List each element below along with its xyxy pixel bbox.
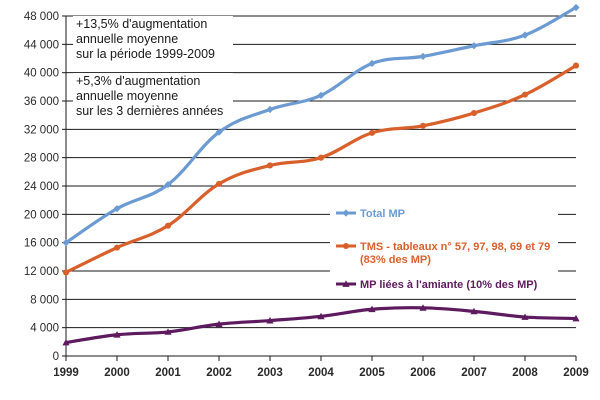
data-point [266,316,274,324]
data-point [368,59,376,68]
data-point [419,52,427,60]
legend-item-1: Total MP [336,208,405,220]
annotation-background [73,16,233,63]
data-point [62,239,70,247]
y-tick-label: 0 [53,351,59,363]
x-tick-label: 2009 [563,367,589,379]
x-tick-label: 2008 [512,367,538,379]
y-tick-label: 8 000 [30,294,59,306]
y-tick-label: 44 000 [24,39,59,51]
data-point [113,244,121,251]
legend-swatch-marker [342,242,350,250]
x-tick-label: 2007 [461,367,487,379]
data-point [62,338,70,346]
data-point [266,105,274,114]
x-tick-label: 2003 [257,367,283,379]
data-point [113,331,121,338]
series-layer [62,3,580,346]
y-tick-label: 40 000 [24,68,59,80]
y-axis: 0 4 000 8 000 12 000 16 000 20 000 24 000 28 00… [24,11,67,363]
grid-layer [66,15,576,357]
data-point [215,320,223,328]
y-tick-label: 28 000 [24,153,59,165]
legend-label: (83% des MP) [360,254,431,266]
data-point [215,128,223,136]
data-point [113,205,121,213]
data-point [317,154,325,161]
data-point [572,62,580,69]
data-point [215,180,223,187]
data-point [164,328,172,335]
x-tick-label: 2001 [155,367,181,379]
data-point [368,129,376,136]
y-tick-label: 36 000 [24,96,59,108]
annotation-line: annuelle moyenne [76,89,178,103]
legend-label: Total MP [360,208,405,220]
series-2 [62,62,580,276]
y-tick-label: 4 000 [30,323,59,335]
legend-background [330,198,558,296]
y-tick-label: 12 000 [24,266,59,278]
x-tick-label: 2006 [410,367,436,379]
legend: Total MP TMS - tableaux n° 57, 97, 98, 69… [330,198,558,296]
x-tick-label: 1999 [53,367,79,379]
data-point [470,109,478,117]
data-point [419,122,427,129]
data-point [470,307,478,315]
y-tick-label: 48 000 [24,11,59,23]
y-tick-label: 24 000 [24,181,59,193]
x-tick-label: 2005 [359,367,385,379]
data-point [266,162,274,169]
legend-item-3: MP liées à l'amiante (10% des MP) [336,279,538,291]
data-point [164,180,172,189]
legend-item-2: TMS - tableaux n° 57, 97, 98, 69 et 79(8… [336,241,550,266]
series-1 [62,3,580,247]
x-tick-label: 2004 [308,367,334,379]
x-axis: 1999 2000 2001 2002 2003 2004 2005 2006 2007 2008… [53,355,589,379]
annotation-line: annuelle moyenne [76,32,178,46]
y-tick-label: 16 000 [24,238,59,250]
data-point [521,313,529,320]
annotation-line: +13,5% d'augmentation [76,17,207,31]
data-point [317,91,325,99]
data-point [164,222,172,229]
x-tick-label: 2000 [104,367,130,379]
data-point [521,31,529,39]
data-point [419,304,427,311]
series-3 [62,304,580,346]
y-tick-label: 20 000 [24,209,59,221]
data-point [368,305,376,313]
legend-label: MP liées à l'amiante (10% des MP) [360,279,538,291]
annotation-line: sur les 3 dernières années [76,104,223,118]
annotation-line: +5,3% d'augmentation [76,74,200,88]
data-point [317,312,325,320]
y-tick-label: 32 000 [24,124,59,136]
data-point [470,42,478,50]
legend-swatch-marker [342,209,350,217]
annotation-background [73,73,233,120]
data-point [572,3,580,12]
legend-label: TMS - tableaux n° 57, 97, 98, 69 et 79 [360,241,550,253]
data-point [521,91,529,98]
annotation-line: sur la période 1999-2009 [76,47,215,61]
data-point [62,269,70,276]
legend-swatch-marker [342,280,350,287]
data-point [572,314,580,322]
x-tick-label: 2002 [206,367,232,379]
